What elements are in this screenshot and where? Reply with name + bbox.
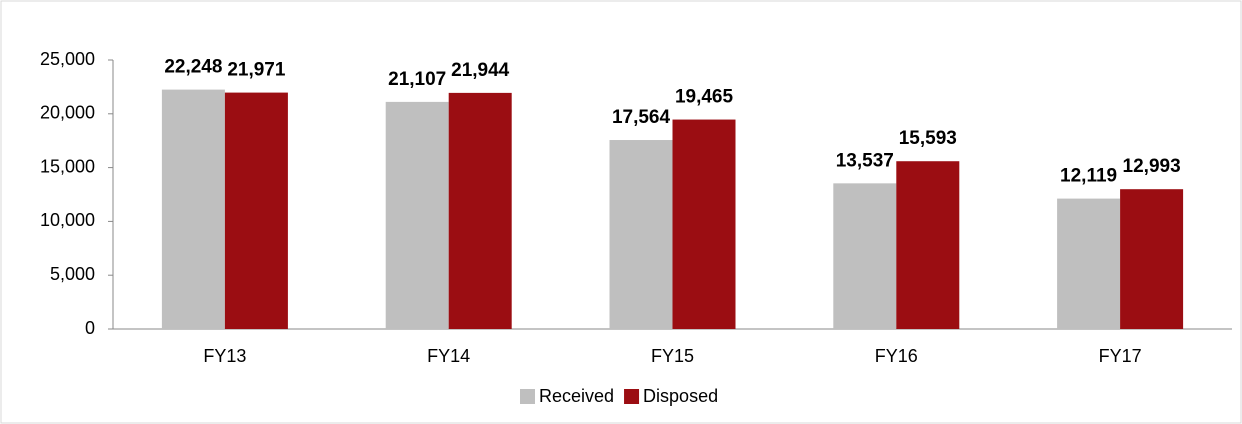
y-tick-label: 0 (85, 318, 95, 338)
x-tick-label: FY15 (651, 346, 694, 366)
x-tick-label: FY17 (1099, 346, 1142, 366)
bar (161, 89, 225, 330)
value-label: 21,971 (227, 60, 286, 81)
bar (896, 161, 960, 329)
y-tick-label: 10,000 (40, 210, 95, 230)
bar (833, 183, 897, 329)
y-tick-label: 5,000 (50, 264, 95, 284)
bar (609, 140, 673, 329)
bar (1057, 198, 1121, 329)
legend-label: Disposed (643, 386, 718, 406)
value-label: 21,944 (451, 60, 510, 81)
bar (385, 101, 449, 330)
y-tick-label: 25,000 (40, 49, 95, 69)
x-tick-label: FY14 (427, 346, 470, 366)
value-label: 12,119 (1060, 166, 1117, 187)
value-label: 19,465 (675, 87, 734, 108)
y-tick-label: 20,000 (40, 103, 95, 123)
value-label: 21,107 (388, 69, 446, 90)
legend-label: Received (539, 386, 614, 406)
value-label: 17,564 (612, 107, 671, 128)
bar (1120, 189, 1184, 329)
value-label: 12,993 (1123, 156, 1181, 177)
bar (224, 92, 288, 329)
value-label: 13,537 (836, 150, 894, 171)
x-tick-label: FY16 (875, 346, 918, 366)
bar (448, 92, 512, 329)
y-tick-label: 15,000 (40, 156, 95, 176)
x-tick-label: FY13 (203, 346, 246, 366)
value-label: 15,593 (899, 128, 957, 149)
value-label: 22,248 (164, 57, 222, 78)
bar (672, 119, 736, 329)
legend-swatch (520, 389, 535, 404)
legend-swatch (624, 389, 640, 404)
